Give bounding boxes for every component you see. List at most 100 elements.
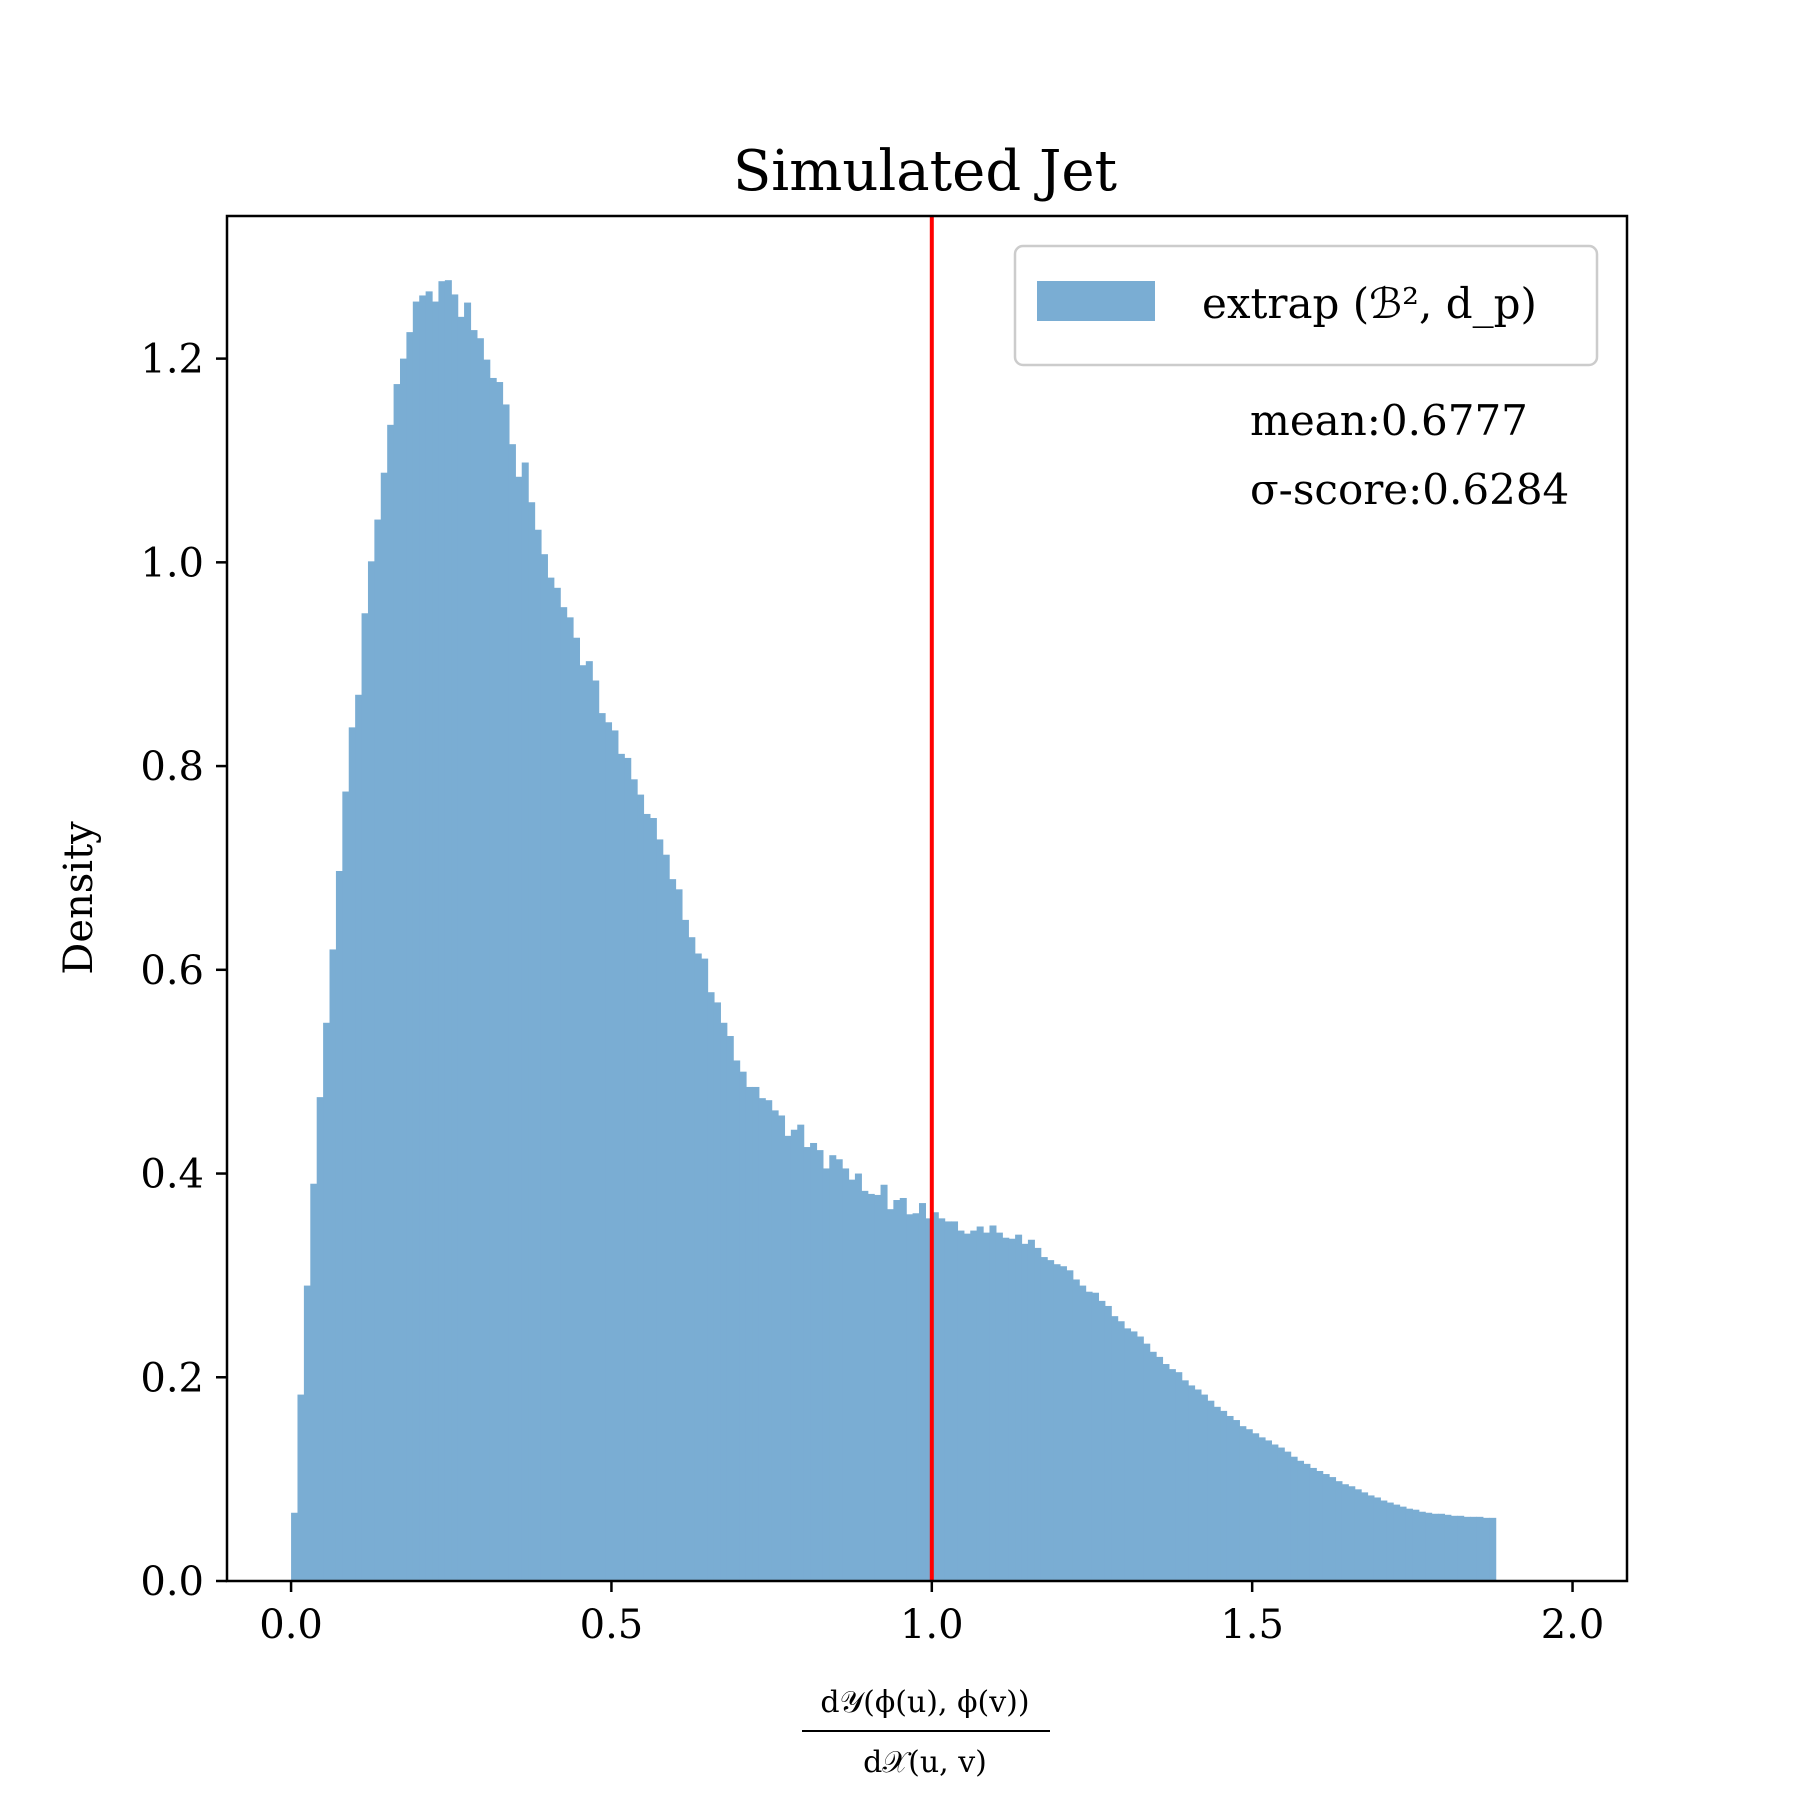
histogram-bar bbox=[438, 281, 446, 1581]
histogram-bar bbox=[1207, 1400, 1215, 1581]
x-axis-label-numerator: d𝒴(ϕ(u), ϕ(v)) bbox=[820, 1685, 1029, 1720]
histogram-bar bbox=[1418, 1511, 1426, 1581]
histogram-bar bbox=[874, 1194, 882, 1581]
histogram-bar bbox=[1303, 1463, 1311, 1581]
histogram-bar bbox=[1297, 1460, 1305, 1581]
histogram-bar bbox=[1059, 1266, 1067, 1581]
histogram-bar bbox=[579, 665, 587, 1581]
histogram-bar bbox=[970, 1230, 978, 1581]
histogram-bar bbox=[1450, 1515, 1458, 1581]
histogram-bar bbox=[1245, 1429, 1253, 1581]
x-tick-label: 1.0 bbox=[900, 1602, 964, 1648]
histogram-bar bbox=[816, 1150, 824, 1581]
histogram-bar bbox=[566, 617, 574, 1581]
histogram-bar bbox=[297, 1394, 305, 1581]
histogram-bar bbox=[957, 1230, 965, 1581]
histogram-bar bbox=[1220, 1410, 1228, 1581]
histogram-bar bbox=[1021, 1243, 1029, 1581]
histogram-bar bbox=[701, 958, 709, 1581]
histogram-bar bbox=[1405, 1508, 1413, 1581]
histogram-bar bbox=[399, 358, 408, 1581]
histogram-bar bbox=[707, 992, 715, 1581]
histogram-bar bbox=[342, 791, 350, 1581]
histogram-bar bbox=[310, 1183, 318, 1581]
histogram-bar bbox=[1354, 1489, 1362, 1581]
histogram-bar bbox=[1412, 1509, 1420, 1581]
y-tick-label: 0.2 bbox=[140, 1355, 204, 1401]
histogram-bar bbox=[316, 1097, 324, 1581]
plot-frame bbox=[225, 214, 1629, 1583]
histogram-bar bbox=[406, 332, 414, 1582]
histogram-bar bbox=[662, 854, 670, 1581]
histogram-bar bbox=[1149, 1351, 1157, 1581]
y-tick-label: 1.2 bbox=[140, 337, 204, 383]
histogram-bar bbox=[726, 1036, 734, 1581]
x-tick-label: 0.5 bbox=[580, 1602, 644, 1648]
histogram-bar bbox=[1175, 1372, 1183, 1581]
histogram-bar bbox=[540, 554, 548, 1581]
histogram-bar bbox=[1252, 1433, 1260, 1581]
histogram-bar bbox=[534, 529, 542, 1581]
histogram-bar bbox=[1104, 1305, 1112, 1581]
histogram-bar bbox=[886, 1209, 894, 1581]
histogram-bar bbox=[995, 1232, 1003, 1581]
histogram-bar bbox=[508, 444, 516, 1582]
histogram-bar bbox=[829, 1155, 837, 1581]
histogram-bar bbox=[739, 1071, 747, 1581]
histogram-bar bbox=[1444, 1514, 1452, 1581]
histogram-bar bbox=[483, 359, 491, 1581]
histogram-bar bbox=[790, 1129, 798, 1581]
histogram-bar bbox=[489, 377, 497, 1581]
histogram-bar bbox=[681, 919, 689, 1581]
histogram-bar bbox=[1482, 1517, 1490, 1581]
histogram-bar bbox=[688, 937, 696, 1581]
histogram-bar bbox=[323, 1022, 331, 1581]
y-axis-label: Density bbox=[56, 821, 102, 975]
histogram-bar bbox=[1316, 1470, 1324, 1581]
histogram-bar bbox=[752, 1086, 760, 1581]
histogram-bar bbox=[1066, 1270, 1074, 1581]
histogram-bar bbox=[412, 301, 420, 1582]
histogram-bar bbox=[1290, 1456, 1298, 1581]
histogram-bar bbox=[1425, 1512, 1433, 1581]
histogram-bar bbox=[1188, 1385, 1196, 1581]
x-axis-ticks: 0.0 0.5 1.0 1.5 2.0 bbox=[259, 1581, 1604, 1648]
x-axis-label-denominator: d𝒳(u, v) bbox=[863, 1745, 987, 1780]
histogram-bar bbox=[1226, 1415, 1234, 1581]
histogram-bar bbox=[393, 384, 401, 1581]
histogram-bar bbox=[1489, 1517, 1497, 1581]
histogram-bar bbox=[348, 727, 356, 1581]
legend-swatch bbox=[1037, 281, 1155, 321]
y-tick-label: 0.4 bbox=[140, 1152, 204, 1198]
histogram-bar bbox=[1264, 1440, 1272, 1581]
histogram-bar bbox=[822, 1168, 830, 1581]
histogram-bar bbox=[938, 1218, 946, 1581]
histogram-bar bbox=[893, 1200, 901, 1581]
histogram-bar bbox=[630, 779, 638, 1581]
histogram-bar bbox=[1162, 1364, 1170, 1581]
histogram-bar bbox=[1239, 1426, 1247, 1581]
histogram-bar bbox=[1341, 1484, 1349, 1581]
legend-label: extrap (ℬ², d_p) bbox=[1202, 279, 1537, 328]
histogram-bar bbox=[291, 1512, 299, 1581]
histogram-bar bbox=[515, 476, 523, 1581]
histogram-bar bbox=[1470, 1516, 1478, 1581]
histogram-bar bbox=[797, 1124, 805, 1581]
histogram-bar bbox=[425, 291, 433, 1581]
histogram-bar bbox=[432, 301, 440, 1582]
sigma-score-annotation: σ-score:0.6284 bbox=[1250, 465, 1569, 514]
histogram-bar bbox=[1098, 1300, 1106, 1581]
histogram-bar bbox=[1322, 1474, 1330, 1581]
histogram-bar bbox=[713, 1002, 721, 1581]
histogram-bar bbox=[457, 316, 465, 1581]
histogram-bar bbox=[1271, 1444, 1279, 1581]
histogram-bar bbox=[387, 424, 395, 1582]
histogram-bar bbox=[778, 1115, 786, 1581]
histogram-bar bbox=[1168, 1369, 1176, 1581]
histogram-bar bbox=[784, 1135, 792, 1581]
legend: extrap (ℬ², d_p) bbox=[1013, 244, 1599, 367]
histogram-bar bbox=[912, 1213, 920, 1581]
histogram-bar bbox=[380, 472, 388, 1581]
histogram-bar bbox=[771, 1110, 779, 1581]
histogram-bar bbox=[611, 730, 619, 1581]
